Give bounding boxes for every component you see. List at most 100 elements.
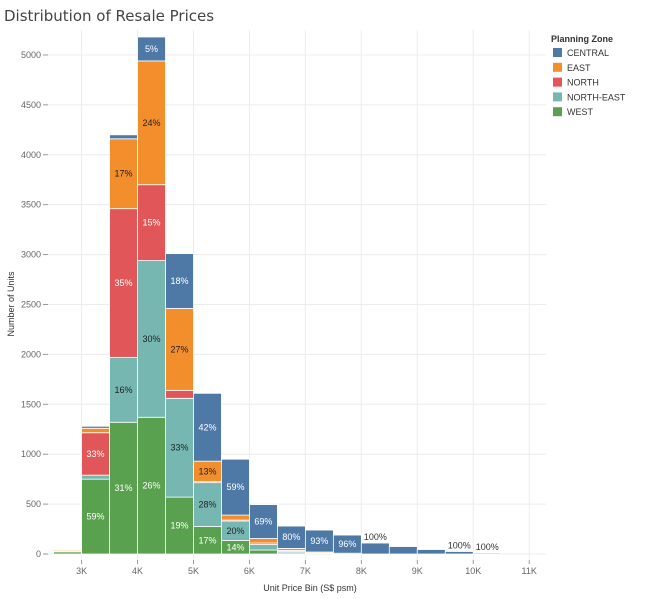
y-tick-label: 1500 — [21, 399, 41, 409]
legend-title: Planning Zone — [551, 34, 613, 44]
bar-label: 15% — [143, 218, 161, 228]
bar-label: 16% — [115, 385, 133, 395]
x-tick-label: 3K — [76, 566, 87, 576]
y-tick-label: 500 — [26, 499, 41, 509]
y-axis-label: Number of Units — [6, 271, 16, 337]
bar-label: 100% — [364, 532, 387, 542]
bar-central — [109, 134, 138, 140]
bar-label: 28% — [198, 500, 216, 510]
bar-label: 14% — [226, 542, 244, 552]
bar-east — [81, 427, 110, 434]
y-tick-label: 4500 — [21, 100, 41, 110]
chart-title: Distribution of Resale Prices — [4, 7, 214, 25]
y-tick-label: 3500 — [21, 200, 41, 210]
bar-central — [416, 549, 446, 555]
bar-west — [137, 416, 166, 555]
y-tick-label: 2500 — [21, 299, 41, 309]
bar-label: 35% — [115, 278, 133, 288]
bar-central — [249, 504, 278, 539]
bar-central — [137, 36, 166, 62]
bar-west — [193, 526, 222, 555]
bar-central — [472, 552, 502, 555]
bar-label: 59% — [87, 512, 105, 522]
bar-label: 17% — [198, 535, 216, 545]
x-tick-label: 5K — [188, 566, 199, 576]
y-tick-label: 4000 — [21, 150, 41, 160]
bar-central — [360, 542, 390, 555]
bar-west — [109, 421, 138, 555]
bar-north-east — [193, 482, 222, 527]
legend-swatch — [553, 62, 562, 72]
bar-label: 69% — [254, 517, 272, 527]
bar-north — [165, 389, 194, 399]
bar-label: 93% — [310, 536, 328, 546]
bar-label: 20% — [226, 526, 244, 536]
legend-item-label: EAST — [567, 63, 591, 73]
x-axis-label: Unit Price Bin (S$ psm) — [263, 583, 357, 593]
bar-label: 27% — [170, 344, 188, 354]
legend-item-label: NORTH-EAST — [567, 92, 626, 102]
bar-central — [444, 551, 474, 555]
bar-north-east — [249, 544, 278, 551]
bar-north-east — [165, 397, 194, 498]
bar-label: 33% — [170, 443, 188, 453]
bar-label: 30% — [143, 334, 161, 344]
legend-item-label: CENTRAL — [567, 48, 609, 58]
bar-label: 100% — [448, 541, 471, 551]
bar-north-east — [109, 356, 138, 423]
y-tick-label: 1000 — [21, 449, 41, 459]
bar-label: 13% — [198, 466, 216, 476]
bar-label: 59% — [226, 482, 244, 492]
x-tick-label: 7K — [300, 566, 311, 576]
bar-central — [193, 392, 222, 462]
bar-central — [165, 253, 194, 309]
bar-north — [81, 432, 110, 476]
y-tick-label: 5000 — [21, 50, 41, 60]
bar-label: 24% — [143, 118, 161, 128]
bar-label: 100% — [476, 542, 499, 552]
legend-item-label: WEST — [567, 107, 594, 117]
x-tick-label: 9K — [412, 566, 423, 576]
bar-label: 80% — [282, 532, 300, 542]
bar-label: 96% — [338, 539, 356, 549]
bar-labels: 59% 33% 31% 16% 35% 17% 26% 30% 15% 24% 5% 19% 33% 27… — [87, 44, 499, 552]
bar-north — [137, 184, 166, 261]
bar-east — [137, 60, 166, 186]
x-tick-label: 8K — [356, 566, 367, 576]
axes: 0 500 1000 1500 2000 2500 3000 3500 4000 4500 5000… — [21, 50, 537, 576]
legend: Planning Zone CENTRAL EAST NORTH NORTH-EAST… — [551, 34, 626, 117]
legend-swatch — [553, 77, 562, 87]
bar-label: 17% — [115, 169, 133, 179]
bar-label: 18% — [170, 276, 188, 286]
bar-east — [221, 514, 250, 521]
x-tick-label: 4K — [132, 566, 143, 576]
bar-label: 5% — [145, 44, 158, 54]
bar-label: 33% — [87, 449, 105, 459]
legend-swatch — [553, 107, 562, 117]
bar-central — [221, 458, 250, 516]
y-tick-label: 3000 — [21, 250, 41, 260]
bars — [53, 36, 502, 556]
bar-label: 19% — [170, 521, 188, 531]
bar-label: 26% — [143, 481, 161, 491]
y-tick-label: 0 — [36, 549, 41, 559]
bar-north-east — [137, 260, 166, 418]
bar-east — [53, 549, 82, 552]
x-tick-label: 10K — [465, 566, 481, 576]
legend-swatch — [553, 48, 562, 57]
bar-west — [165, 496, 194, 555]
bar-central — [81, 425, 110, 429]
bar-east — [249, 538, 278, 544]
legend-item-label: NORTH — [567, 78, 599, 88]
bar-north-east — [81, 474, 110, 480]
x-tick-label: 6K — [244, 566, 255, 576]
bar-east — [165, 308, 194, 391]
bar-label: 42% — [198, 422, 216, 432]
legend-swatch — [553, 92, 562, 102]
x-tick-label: 11K — [522, 566, 537, 576]
bar-west — [249, 549, 278, 555]
y-tick-label: 2000 — [21, 349, 41, 359]
bar-central — [388, 546, 418, 555]
bar-label: 31% — [115, 483, 133, 493]
